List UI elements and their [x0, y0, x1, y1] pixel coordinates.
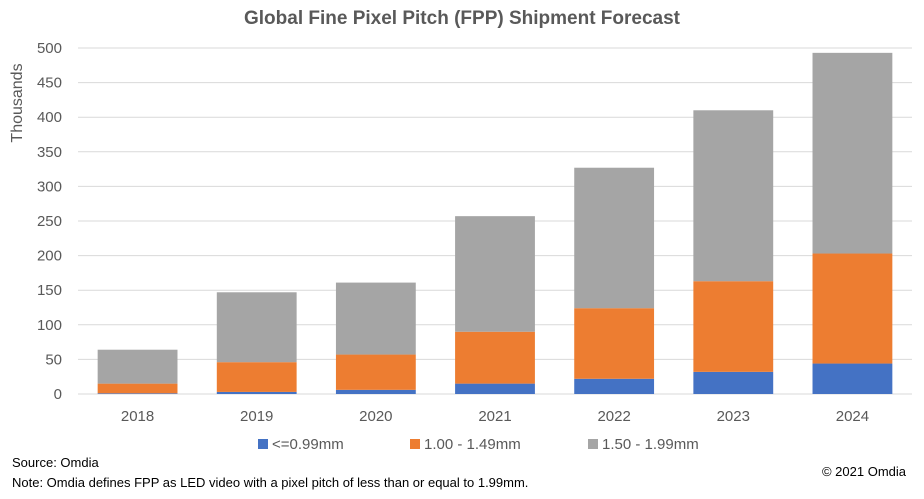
x-tick-label: 2021	[478, 408, 511, 425]
definition-note: Note: Omdia defines FPP as LED video wit…	[12, 475, 529, 490]
y-tick-label: 300	[37, 178, 62, 195]
copyright-text: © 2021 Omdia	[821, 464, 906, 479]
y-tick-label: 350	[37, 144, 62, 161]
bar-segment	[97, 349, 178, 384]
x-tick-label: 2023	[717, 408, 750, 425]
y-tick-label: 100	[37, 317, 62, 334]
y-tick-label: 400	[37, 109, 62, 126]
bar-segment	[216, 362, 297, 392]
bar-segment	[335, 354, 416, 390]
legend-label: 1.00 - 1.49mm	[424, 436, 521, 453]
y-tick-label: 150	[37, 282, 62, 299]
bar-segment	[574, 378, 655, 394]
legend-swatch	[410, 439, 420, 449]
source-note: Source: Omdia	[12, 455, 99, 470]
legend-label: 1.50 - 1.99mm	[602, 436, 699, 453]
bar-segment	[455, 331, 535, 384]
bar-segment	[574, 308, 655, 379]
bar-segment	[812, 52, 893, 254]
legend-swatch	[588, 439, 598, 449]
bar-segment	[693, 110, 774, 282]
legend-label: <=0.99mm	[272, 436, 344, 453]
bar-segment	[693, 281, 774, 372]
bar-segment	[693, 371, 774, 394]
chart-title: Global Fine Pixel Pitch (FPP) Shipment F…	[243, 8, 681, 29]
x-tick-label: 2022	[597, 408, 630, 425]
bar-segment	[812, 363, 893, 394]
legend: <=0.99mm 1.00 - 1.49mm 1.50 - 1.99mm	[258, 436, 699, 453]
bar-segment	[455, 383, 535, 394]
x-axis-tick-labels: 2018 2019 2020 2021 2022 2023 2024	[121, 408, 869, 425]
y-axis-label: Thousands	[9, 63, 26, 142]
bar-segment	[812, 253, 893, 364]
x-tick-label: 2020	[359, 408, 392, 425]
y-tick-label: 250	[37, 213, 62, 230]
y-tick-label: 450	[37, 75, 62, 92]
y-tick-label: 500	[37, 40, 62, 57]
bar-segment	[97, 393, 178, 394]
bar-segment	[455, 216, 535, 332]
y-tick-label: 0	[54, 386, 62, 403]
x-tick-label: 2018	[121, 408, 154, 425]
bar-segment	[335, 389, 416, 394]
bar-segment	[335, 282, 416, 355]
x-tick-label: 2024	[836, 408, 869, 425]
y-tick-label: 50	[45, 351, 62, 368]
x-tick-label: 2019	[240, 408, 273, 425]
y-tick-label: 200	[37, 248, 62, 265]
bar-segment	[216, 292, 297, 363]
y-axis-tick-labels: 0 50 100 150 200 250 300 350 400 450 500	[37, 40, 62, 403]
bar-segment	[97, 383, 178, 394]
legend-swatch	[258, 439, 268, 449]
bar-segment	[216, 391, 297, 394]
bar-segment	[574, 167, 655, 309]
bars	[97, 52, 893, 394]
